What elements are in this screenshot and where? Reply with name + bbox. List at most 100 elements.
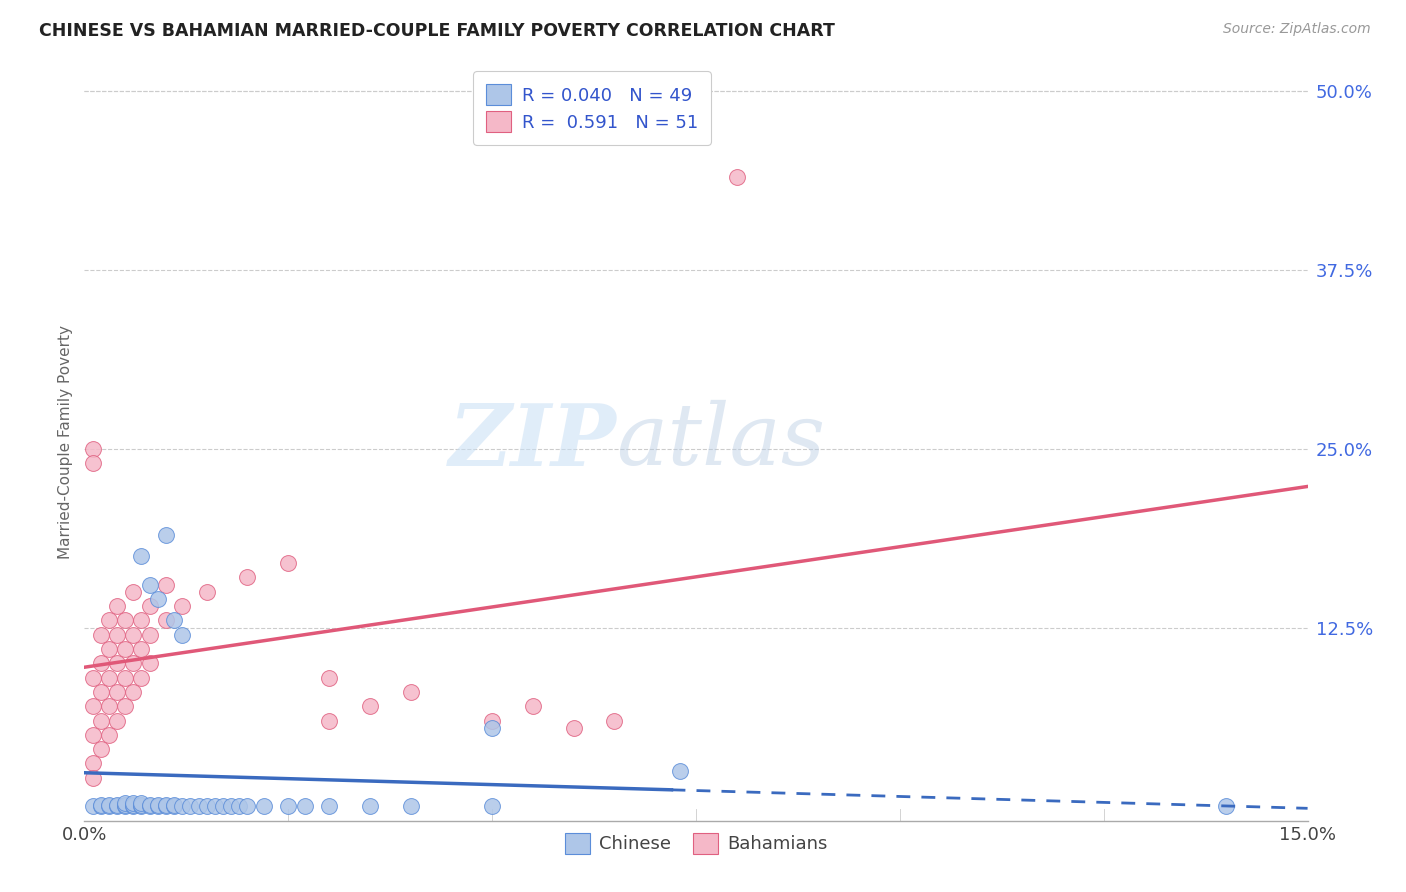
Text: Source: ZipAtlas.com: Source: ZipAtlas.com (1223, 22, 1371, 37)
Point (122, 657, 145, 671)
Point (236, 799, 259, 814)
Point (131, 671, 153, 685)
Point (90, 799, 112, 814)
Point (82, 728, 104, 742)
Point (187, 799, 209, 814)
Point (318, 799, 340, 814)
Point (138, 628, 160, 642)
Point (82, 442, 104, 456)
Point (277, 556, 299, 570)
Point (277, 799, 299, 814)
Point (131, 549, 153, 563)
Point (97, 699, 120, 714)
Point (114, 671, 136, 685)
Point (122, 584, 145, 599)
Point (122, 797, 145, 812)
Point (359, 699, 381, 714)
Point (90, 657, 112, 671)
Point (105, 685, 128, 699)
Point (105, 797, 128, 812)
Point (131, 797, 153, 812)
Point (399, 799, 422, 814)
Point (131, 613, 153, 627)
Point (105, 799, 128, 814)
Point (97, 642, 120, 657)
Point (204, 799, 226, 814)
Point (138, 797, 160, 812)
Point (138, 599, 160, 613)
Point (603, 714, 626, 728)
Point (481, 799, 503, 814)
Point (97, 671, 120, 685)
Point (253, 799, 276, 814)
Point (105, 657, 128, 671)
Point (236, 570, 259, 584)
Point (195, 584, 218, 599)
Point (97, 797, 120, 812)
Point (105, 714, 128, 728)
Point (97, 728, 120, 742)
Point (90, 714, 112, 728)
Point (172, 799, 194, 814)
Point (668, 764, 690, 778)
Point (172, 599, 194, 613)
Point (163, 613, 186, 627)
Point (114, 613, 136, 627)
Point (172, 628, 194, 642)
Point (522, 699, 544, 714)
Point (122, 685, 145, 699)
Point (97, 613, 120, 627)
Point (155, 577, 177, 591)
Point (318, 714, 340, 728)
Point (399, 685, 422, 699)
Point (97, 799, 120, 814)
Point (138, 657, 160, 671)
Point (195, 799, 218, 814)
Point (131, 642, 153, 657)
Point (155, 797, 177, 812)
Point (90, 685, 112, 699)
Point (155, 799, 177, 814)
Point (114, 797, 136, 811)
Point (90, 628, 112, 642)
Text: CHINESE VS BAHAMIAN MARRIED-COUPLE FAMILY POVERTY CORRELATION CHART: CHINESE VS BAHAMIAN MARRIED-COUPLE FAMIL… (39, 22, 835, 40)
Text: ZIP: ZIP (449, 400, 616, 483)
Point (114, 642, 136, 657)
Point (105, 599, 128, 613)
Point (481, 714, 503, 728)
Point (114, 797, 136, 812)
Point (82, 756, 104, 771)
Text: atlas: atlas (616, 401, 825, 483)
Point (725, 169, 748, 184)
Point (155, 527, 177, 541)
Point (562, 721, 585, 735)
Point (138, 799, 160, 814)
Point (146, 799, 169, 814)
Point (138, 577, 160, 591)
Point (90, 742, 112, 756)
Point (155, 613, 177, 627)
Point (105, 628, 128, 642)
Point (294, 799, 316, 814)
Point (318, 671, 340, 685)
Point (114, 799, 136, 814)
Point (122, 797, 145, 811)
Point (1215, 799, 1237, 814)
Point (82, 799, 104, 814)
Point (179, 799, 201, 814)
Point (90, 797, 112, 812)
Point (82, 456, 104, 470)
Point (481, 721, 503, 735)
Y-axis label: Married-Couple Family Poverty: Married-Couple Family Poverty (58, 325, 73, 558)
Point (82, 699, 104, 714)
Point (114, 699, 136, 714)
Point (228, 799, 250, 814)
Point (219, 799, 242, 814)
Point (146, 591, 169, 606)
Point (82, 671, 104, 685)
Point (122, 628, 145, 642)
Point (131, 797, 153, 811)
Point (131, 799, 153, 814)
Point (146, 797, 169, 812)
Point (163, 797, 186, 812)
